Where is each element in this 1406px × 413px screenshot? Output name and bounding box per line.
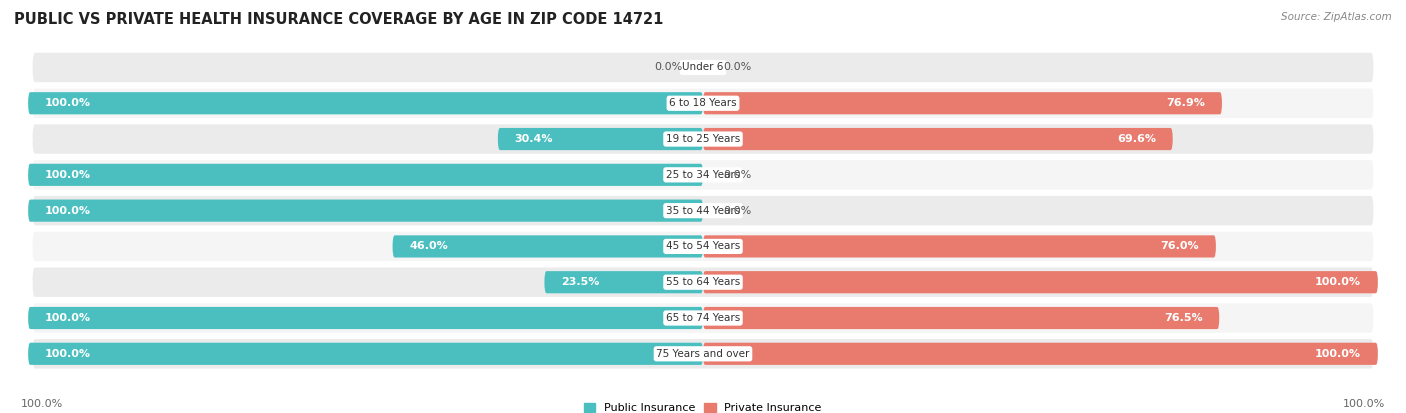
Text: 100.0%: 100.0% — [45, 170, 91, 180]
Text: 45 to 54 Years: 45 to 54 Years — [666, 242, 740, 252]
FancyBboxPatch shape — [31, 88, 1375, 119]
Text: Under 6: Under 6 — [682, 62, 724, 72]
Text: 0.0%: 0.0% — [723, 170, 751, 180]
FancyBboxPatch shape — [31, 123, 1375, 155]
FancyBboxPatch shape — [498, 128, 703, 150]
Text: Source: ZipAtlas.com: Source: ZipAtlas.com — [1281, 12, 1392, 22]
Text: 100.0%: 100.0% — [21, 399, 63, 409]
Text: 75 Years and over: 75 Years and over — [657, 349, 749, 359]
Text: 100.0%: 100.0% — [45, 98, 91, 108]
Text: 65 to 74 Years: 65 to 74 Years — [666, 313, 740, 323]
FancyBboxPatch shape — [703, 271, 1378, 293]
FancyBboxPatch shape — [28, 92, 703, 114]
Text: 30.4%: 30.4% — [515, 134, 553, 144]
FancyBboxPatch shape — [31, 338, 1375, 370]
Text: PUBLIC VS PRIVATE HEALTH INSURANCE COVERAGE BY AGE IN ZIP CODE 14721: PUBLIC VS PRIVATE HEALTH INSURANCE COVER… — [14, 12, 664, 27]
Text: 76.9%: 76.9% — [1166, 98, 1205, 108]
Text: 0.0%: 0.0% — [723, 62, 751, 72]
Text: 100.0%: 100.0% — [1343, 399, 1385, 409]
Text: 100.0%: 100.0% — [45, 206, 91, 216]
Text: 55 to 64 Years: 55 to 64 Years — [666, 277, 740, 287]
Text: 0.0%: 0.0% — [723, 206, 751, 216]
FancyBboxPatch shape — [703, 343, 1378, 365]
Text: 76.5%: 76.5% — [1164, 313, 1202, 323]
Text: 6 to 18 Years: 6 to 18 Years — [669, 98, 737, 108]
Text: 35 to 44 Years: 35 to 44 Years — [666, 206, 740, 216]
FancyBboxPatch shape — [31, 52, 1375, 83]
FancyBboxPatch shape — [31, 195, 1375, 226]
FancyBboxPatch shape — [31, 302, 1375, 334]
FancyBboxPatch shape — [703, 307, 1219, 329]
Text: 76.0%: 76.0% — [1160, 242, 1199, 252]
FancyBboxPatch shape — [703, 235, 1216, 258]
Text: 100.0%: 100.0% — [1315, 349, 1361, 359]
Text: 100.0%: 100.0% — [45, 313, 91, 323]
FancyBboxPatch shape — [31, 231, 1375, 262]
Text: 19 to 25 Years: 19 to 25 Years — [666, 134, 740, 144]
Legend: Public Insurance, Private Insurance: Public Insurance, Private Insurance — [579, 399, 827, 413]
FancyBboxPatch shape — [703, 128, 1173, 150]
FancyBboxPatch shape — [31, 266, 1375, 298]
FancyBboxPatch shape — [28, 343, 703, 365]
FancyBboxPatch shape — [31, 159, 1375, 190]
Text: 100.0%: 100.0% — [1315, 277, 1361, 287]
FancyBboxPatch shape — [392, 235, 703, 258]
FancyBboxPatch shape — [28, 199, 703, 222]
FancyBboxPatch shape — [28, 307, 703, 329]
Text: 23.5%: 23.5% — [561, 277, 599, 287]
FancyBboxPatch shape — [544, 271, 703, 293]
Text: 46.0%: 46.0% — [409, 242, 449, 252]
FancyBboxPatch shape — [703, 92, 1222, 114]
Text: 69.6%: 69.6% — [1116, 134, 1156, 144]
FancyBboxPatch shape — [28, 164, 703, 186]
Text: 100.0%: 100.0% — [45, 349, 91, 359]
Text: 0.0%: 0.0% — [655, 62, 683, 72]
Text: 25 to 34 Years: 25 to 34 Years — [666, 170, 740, 180]
